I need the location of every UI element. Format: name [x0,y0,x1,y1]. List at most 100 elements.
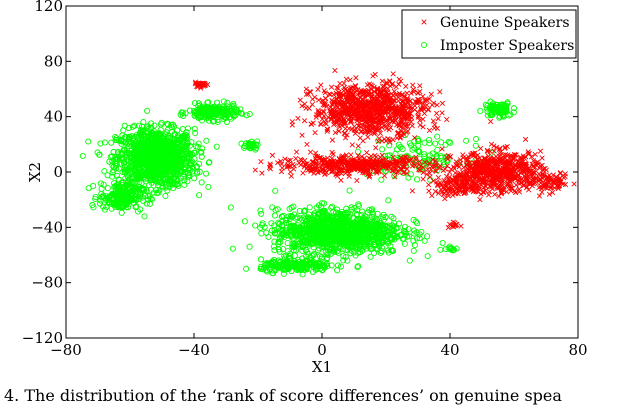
data-point [118,179,125,187]
data-point [390,71,396,77]
data-point [79,152,86,159]
data-point [100,203,107,210]
data-point [176,159,183,166]
data-point [125,184,132,191]
data-point [125,124,132,132]
series-imposter [79,98,518,278]
data-point [213,99,220,106]
data-point [300,170,306,176]
data-point [125,193,132,200]
data-point [410,247,417,254]
data-point [269,152,276,158]
data-point [324,254,331,261]
data-point [472,135,480,143]
data-point [166,138,173,145]
data-point [252,167,258,173]
data-point [428,91,434,97]
data-point [170,185,177,192]
data-point [537,148,544,154]
data-point [146,157,153,164]
data-point [348,152,354,158]
data-point [205,159,212,166]
data-point [205,183,212,190]
data-point [132,139,139,146]
data-point [337,80,343,87]
data-point [421,139,428,146]
data-point [269,204,276,211]
data-point [125,135,132,142]
data-point [134,161,141,168]
data-point [425,107,431,113]
data-point [316,97,322,103]
data-point [108,139,115,146]
data-point [230,102,237,109]
data-point [410,82,416,88]
data-point [435,115,441,122]
data-point [178,109,185,116]
data-point [355,143,361,149]
data-point [198,117,206,124]
points-layer [79,67,577,278]
data-point [195,140,202,147]
data-point [183,158,190,165]
data-point [412,135,418,141]
data-point [297,97,303,103]
data-point [280,212,287,219]
data-point [204,99,211,106]
data-point [147,132,154,139]
data-point [258,210,265,217]
data-point [429,102,435,108]
data-point [104,185,111,192]
data-point [379,146,386,153]
data-point [162,159,169,166]
data-point [109,173,116,180]
data-point [164,147,171,154]
data-point [135,175,142,182]
data-point [116,186,123,193]
data-point [196,192,203,199]
data-point [344,257,351,264]
data-point [145,196,152,203]
data-point [191,125,198,132]
data-point [177,175,184,182]
data-point [177,158,185,165]
data-point [115,149,122,156]
data-point [477,145,484,152]
data-point [299,132,305,138]
data-point [238,110,245,117]
data-point [224,99,231,106]
data-point [194,170,201,177]
data-point [357,135,363,141]
data-point [101,139,108,146]
data-point [169,178,176,186]
data-point [97,140,104,147]
data-point [424,102,430,108]
data-point [343,76,349,82]
data-point [145,155,152,162]
data-point [110,148,117,156]
data-point [184,148,191,155]
data-point [134,208,142,215]
data-point [109,153,116,160]
data-point [160,177,167,184]
data-point [488,141,495,147]
data-point [442,166,448,172]
data-point [189,151,196,158]
data-point [145,165,152,172]
data-point [302,101,308,107]
data-point [112,133,119,141]
data-point [220,98,227,105]
data-point [100,192,107,199]
data-point [142,135,149,142]
data-point [203,137,210,144]
data-point [378,176,385,183]
data-point [293,149,300,155]
data-point [191,175,198,182]
data-point [131,122,138,129]
data-point [141,213,148,220]
data-point [157,139,164,146]
data-point [140,142,147,150]
data-point [227,110,234,117]
data-point [439,110,445,116]
data-point [313,204,320,211]
